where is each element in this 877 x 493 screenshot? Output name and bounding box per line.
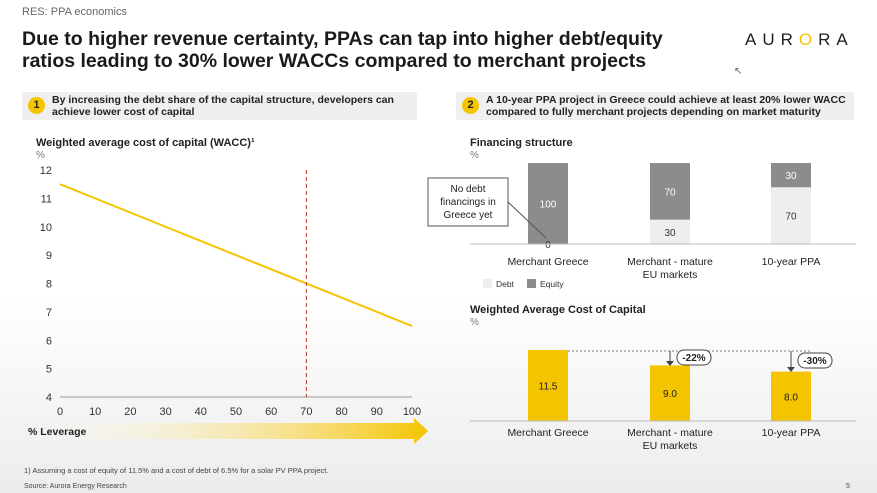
page-number: 5 bbox=[846, 483, 850, 490]
aurora-logo: AURORA bbox=[745, 30, 854, 49]
leverage-arrow bbox=[24, 418, 428, 444]
breadcrumb: RES: PPA economics bbox=[22, 6, 127, 18]
debt-bar bbox=[771, 187, 811, 244]
financing-chart-title: Financing structure bbox=[470, 137, 573, 149]
y-tick-label: 5 bbox=[46, 364, 52, 376]
debt-value-label: 70 bbox=[785, 212, 797, 223]
category-label: Merchant Greece bbox=[507, 256, 588, 268]
wacc-bar bbox=[771, 371, 811, 421]
page-title: Due to higher revenue certainty, PPAs ca… bbox=[22, 28, 682, 72]
x-tick-label: 10 bbox=[89, 406, 101, 418]
delta1-label: -22% bbox=[682, 353, 705, 364]
callout-pointer bbox=[507, 201, 547, 239]
debt-value-label: 0 bbox=[545, 240, 551, 251]
wacc-bar bbox=[650, 365, 690, 421]
source-note: Source: Aurora Energy Research bbox=[24, 483, 127, 490]
panel-2-text: A 10-year PPA project in Greece could ac… bbox=[486, 94, 846, 118]
title-line-1: Due to higher revenue certainty, PPAs ca… bbox=[22, 28, 663, 50]
category-label: 10-year PPA bbox=[762, 427, 821, 439]
legend-equity-label: Equity bbox=[540, 279, 564, 289]
delta2-label: -30% bbox=[803, 356, 826, 367]
panel-2-number: 2 bbox=[462, 97, 479, 114]
category-label-line2: EU markets bbox=[643, 269, 698, 281]
panel-2-banner: 2 A 10-year PPA project in Greece could … bbox=[456, 92, 854, 120]
delta1-arrowhead bbox=[666, 361, 674, 366]
debt-bar bbox=[650, 219, 690, 244]
x-tick-label: 100 bbox=[403, 406, 421, 418]
footnote: 1) Assuming a cost of equity of 11.5% an… bbox=[24, 466, 329, 475]
callout-line-2: financings in bbox=[440, 197, 496, 208]
wacc-series-line bbox=[59, 183, 413, 327]
panel-1-banner: 1 By increasing the debt share of the ca… bbox=[22, 92, 417, 120]
legend-equity-swatch bbox=[527, 279, 536, 288]
x-axis-label: % Leverage bbox=[28, 426, 87, 438]
y-tick-label: 11 bbox=[41, 193, 52, 205]
category-label: Merchant Greece bbox=[507, 427, 588, 439]
equity-value-label: 30 bbox=[785, 171, 797, 182]
equity-bar bbox=[650, 163, 690, 220]
x-tick-label: 90 bbox=[371, 406, 383, 418]
x-tick-label: 50 bbox=[230, 406, 242, 418]
wacc-bar bbox=[528, 350, 568, 421]
x-tick-label: 70 bbox=[300, 406, 312, 418]
y-tick-label: 6 bbox=[46, 335, 52, 347]
wacc-value-label: 9.0 bbox=[663, 389, 677, 400]
category-label: Merchant - mature bbox=[627, 256, 713, 268]
category-label-line2: EU markets bbox=[643, 440, 698, 452]
callout-box bbox=[427, 177, 509, 227]
y-tick-label: 4 bbox=[46, 392, 52, 404]
category-label: Merchant - mature bbox=[627, 427, 713, 439]
category-label: 10-year PPA bbox=[762, 256, 821, 268]
equity-bar bbox=[771, 163, 811, 188]
wacc-value-label: 8.0 bbox=[784, 392, 798, 403]
delta2-arrowhead bbox=[787, 367, 795, 372]
delta1-badge bbox=[676, 349, 712, 366]
x-tick-label: 20 bbox=[124, 406, 136, 418]
mouse-cursor-icon: ↖ bbox=[734, 66, 743, 77]
legend-debt-label: Debt bbox=[496, 279, 515, 289]
y-tick-label: 7 bbox=[46, 307, 52, 319]
y-tick-label: 8 bbox=[46, 279, 52, 291]
equity-bar bbox=[528, 163, 568, 244]
x-tick-label: 30 bbox=[159, 406, 171, 418]
financing-chart-unit: % bbox=[470, 150, 479, 161]
panel-1-text: By increasing the debt share of the capi… bbox=[52, 94, 394, 118]
y-tick-label: 10 bbox=[40, 222, 52, 234]
callout-line-3: Greece yet bbox=[444, 210, 493, 221]
equity-value-label: 100 bbox=[540, 200, 557, 211]
wacc-bars-title: Weighted Average Cost of Capital bbox=[470, 304, 646, 316]
delta2-badge bbox=[797, 352, 833, 369]
title-line-2: ratios leading to 30% lower WACCs compar… bbox=[22, 50, 647, 72]
debt-value-label: 30 bbox=[664, 228, 676, 239]
wacc-value-label: 11.5 bbox=[539, 382, 558, 393]
y-tick-label: 12 bbox=[40, 165, 52, 177]
equity-value-label: 70 bbox=[664, 187, 676, 198]
x-tick-label: 40 bbox=[195, 406, 207, 418]
wacc-chart-title: Weighted average cost of capital (WACC)¹ bbox=[36, 137, 255, 149]
wacc-chart-unit: % bbox=[36, 150, 45, 161]
x-tick-label: 0 bbox=[57, 406, 63, 418]
legend-debt-swatch bbox=[483, 279, 492, 288]
y-tick-label: 9 bbox=[46, 250, 52, 262]
wacc-bars-unit: % bbox=[470, 317, 479, 328]
callout-line-1: No debt bbox=[450, 184, 485, 195]
x-tick-label: 80 bbox=[335, 406, 347, 418]
x-tick-label: 60 bbox=[265, 406, 277, 418]
panel-1-number: 1 bbox=[28, 97, 45, 114]
